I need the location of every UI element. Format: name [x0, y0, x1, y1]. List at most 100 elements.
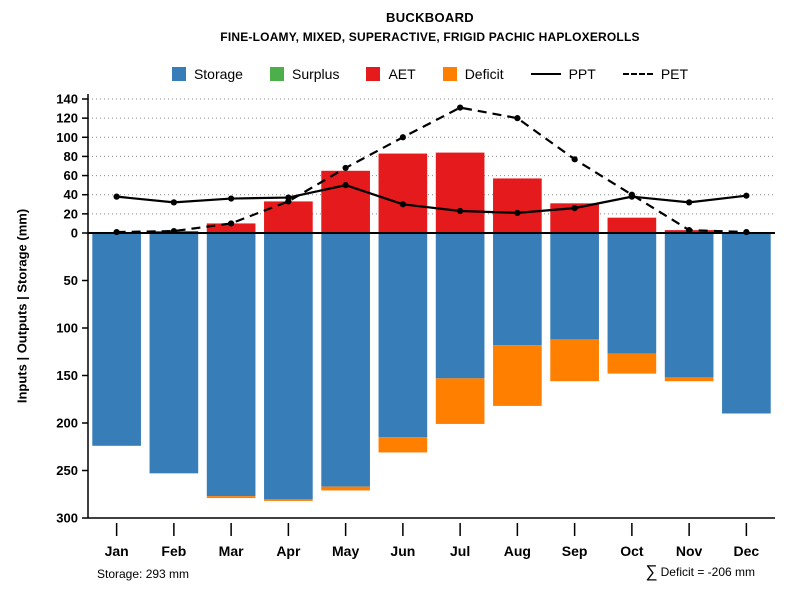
ppt-point	[113, 193, 120, 200]
y-tick-label: 120	[56, 111, 78, 126]
ppt-point	[399, 201, 406, 208]
month-label: Jul	[450, 543, 470, 559]
deficit-bar	[206, 496, 256, 499]
pet-point	[743, 228, 750, 236]
pet-point	[514, 115, 521, 122]
pet-point	[571, 156, 578, 163]
deficit-bar	[435, 378, 485, 424]
aet-bar	[264, 201, 313, 233]
storage-bar	[722, 233, 771, 414]
y-tick-label: 60	[64, 168, 78, 183]
deficit-bar	[378, 437, 428, 453]
y-tick-label: 80	[64, 149, 78, 164]
pet-point	[228, 220, 235, 227]
legend-item-ppt: PPT	[530, 66, 596, 82]
ppt-point	[743, 192, 750, 199]
storage-bar	[435, 233, 485, 379]
y-tick-label: 140	[56, 92, 78, 107]
legend-label-ppt: PPT	[568, 66, 596, 82]
legend-item-deficit: Deficit	[442, 66, 504, 82]
storage-bar	[607, 233, 657, 354]
ppt-point	[571, 205, 578, 212]
legend-label-storage: Storage	[193, 66, 243, 82]
storage-bar	[550, 233, 599, 340]
pet-point	[113, 228, 120, 236]
deficit-bar	[321, 486, 370, 491]
storage-bar	[149, 233, 199, 474]
aet-bar	[607, 217, 657, 233]
aet-bar	[321, 170, 370, 233]
y-tick-label: 50	[64, 273, 78, 288]
deficit-annotation-text: Deficit = -206 mm	[660, 564, 755, 579]
ppt-point	[457, 207, 464, 215]
month-label: Oct	[620, 543, 644, 559]
aet-bar	[435, 152, 485, 233]
month-label: Dec	[734, 543, 760, 559]
month-label: Mar	[219, 543, 244, 559]
pet-line	[116, 106, 747, 234]
storage-annotation: Storage: 293 mm	[97, 567, 190, 581]
legend-label-pet: PET	[660, 66, 689, 82]
pet-point	[285, 198, 292, 205]
ppt-point	[342, 182, 349, 189]
y-tick-label: 20	[64, 206, 78, 221]
pet-line-swatch	[622, 73, 653, 75]
y-tick-label: 200	[56, 416, 78, 431]
storage-bar	[321, 233, 370, 487]
y-tick-label: 100	[56, 321, 78, 336]
deficit-bar	[264, 499, 313, 501]
ppt-point	[514, 209, 521, 216]
month-label: Apr	[276, 543, 301, 559]
ppt-point	[686, 199, 693, 206]
month-label: Feb	[161, 543, 186, 559]
ppt-line	[116, 184, 747, 215]
y-tick-label: 250	[56, 463, 78, 478]
legend-item-aet: AET	[366, 66, 416, 82]
y-tick-label: 40	[64, 187, 78, 202]
y-tick-label: 300	[56, 511, 78, 526]
storage-bar	[378, 233, 428, 438]
legend-item-storage: Storage	[171, 66, 243, 82]
legend-item-pet: PET	[622, 66, 689, 82]
storage-swatch	[171, 67, 186, 81]
legend-item-surplus: Surplus	[269, 66, 340, 82]
ppt-line-swatch	[530, 73, 561, 75]
month-label: Sep	[562, 543, 588, 559]
pet-point	[457, 104, 464, 111]
month-label: Aug	[504, 543, 531, 559]
pet-point	[342, 164, 349, 172]
ppt-point	[228, 195, 235, 202]
aet-bar	[493, 178, 542, 233]
legend-label-aet: AET	[388, 66, 416, 82]
deficit-bar	[550, 339, 599, 382]
chart-header: BUCKBOARD FINE-LOAMY, MIXED, SUPERACTIVE…	[60, 10, 800, 44]
y-tick-label: 0	[71, 226, 78, 241]
storage-bar	[664, 233, 714, 378]
deficit-bar	[607, 353, 657, 374]
deficit-swatch	[442, 67, 457, 81]
legend-label-deficit: Deficit	[464, 66, 504, 82]
sigma-symbol: ∑	[645, 562, 658, 581]
surplus-swatch	[269, 67, 284, 81]
aet-bar	[206, 223, 256, 233]
chart-subtitle: FINE-LOAMY, MIXED, SUPERACTIVE, FRIGID P…	[220, 30, 640, 44]
storage-bar	[206, 233, 256, 497]
storage-bar	[264, 233, 313, 499]
storage-bar	[493, 233, 542, 346]
pet-point	[686, 227, 693, 234]
y-tick-label: 100	[56, 130, 78, 145]
y-tick-label: 150	[56, 368, 78, 383]
month-label: Jan	[105, 543, 129, 559]
deficit-bar	[664, 377, 714, 382]
y-axis-title: Inputs | Outputs | Storage (mm)	[14, 208, 30, 404]
deficit-annotation: ∑ Deficit = -206 mm	[646, 563, 755, 580]
month-label: Nov	[676, 543, 703, 559]
legend-label-surplus: Surplus	[291, 66, 340, 82]
aet-bar	[378, 153, 428, 233]
deficit-bar	[493, 345, 542, 406]
storage-bar	[92, 233, 141, 446]
chart-legend: Storage Surplus AET Deficit PPT PET	[60, 66, 800, 82]
month-label: May	[332, 543, 359, 559]
ppt-point	[170, 199, 177, 206]
